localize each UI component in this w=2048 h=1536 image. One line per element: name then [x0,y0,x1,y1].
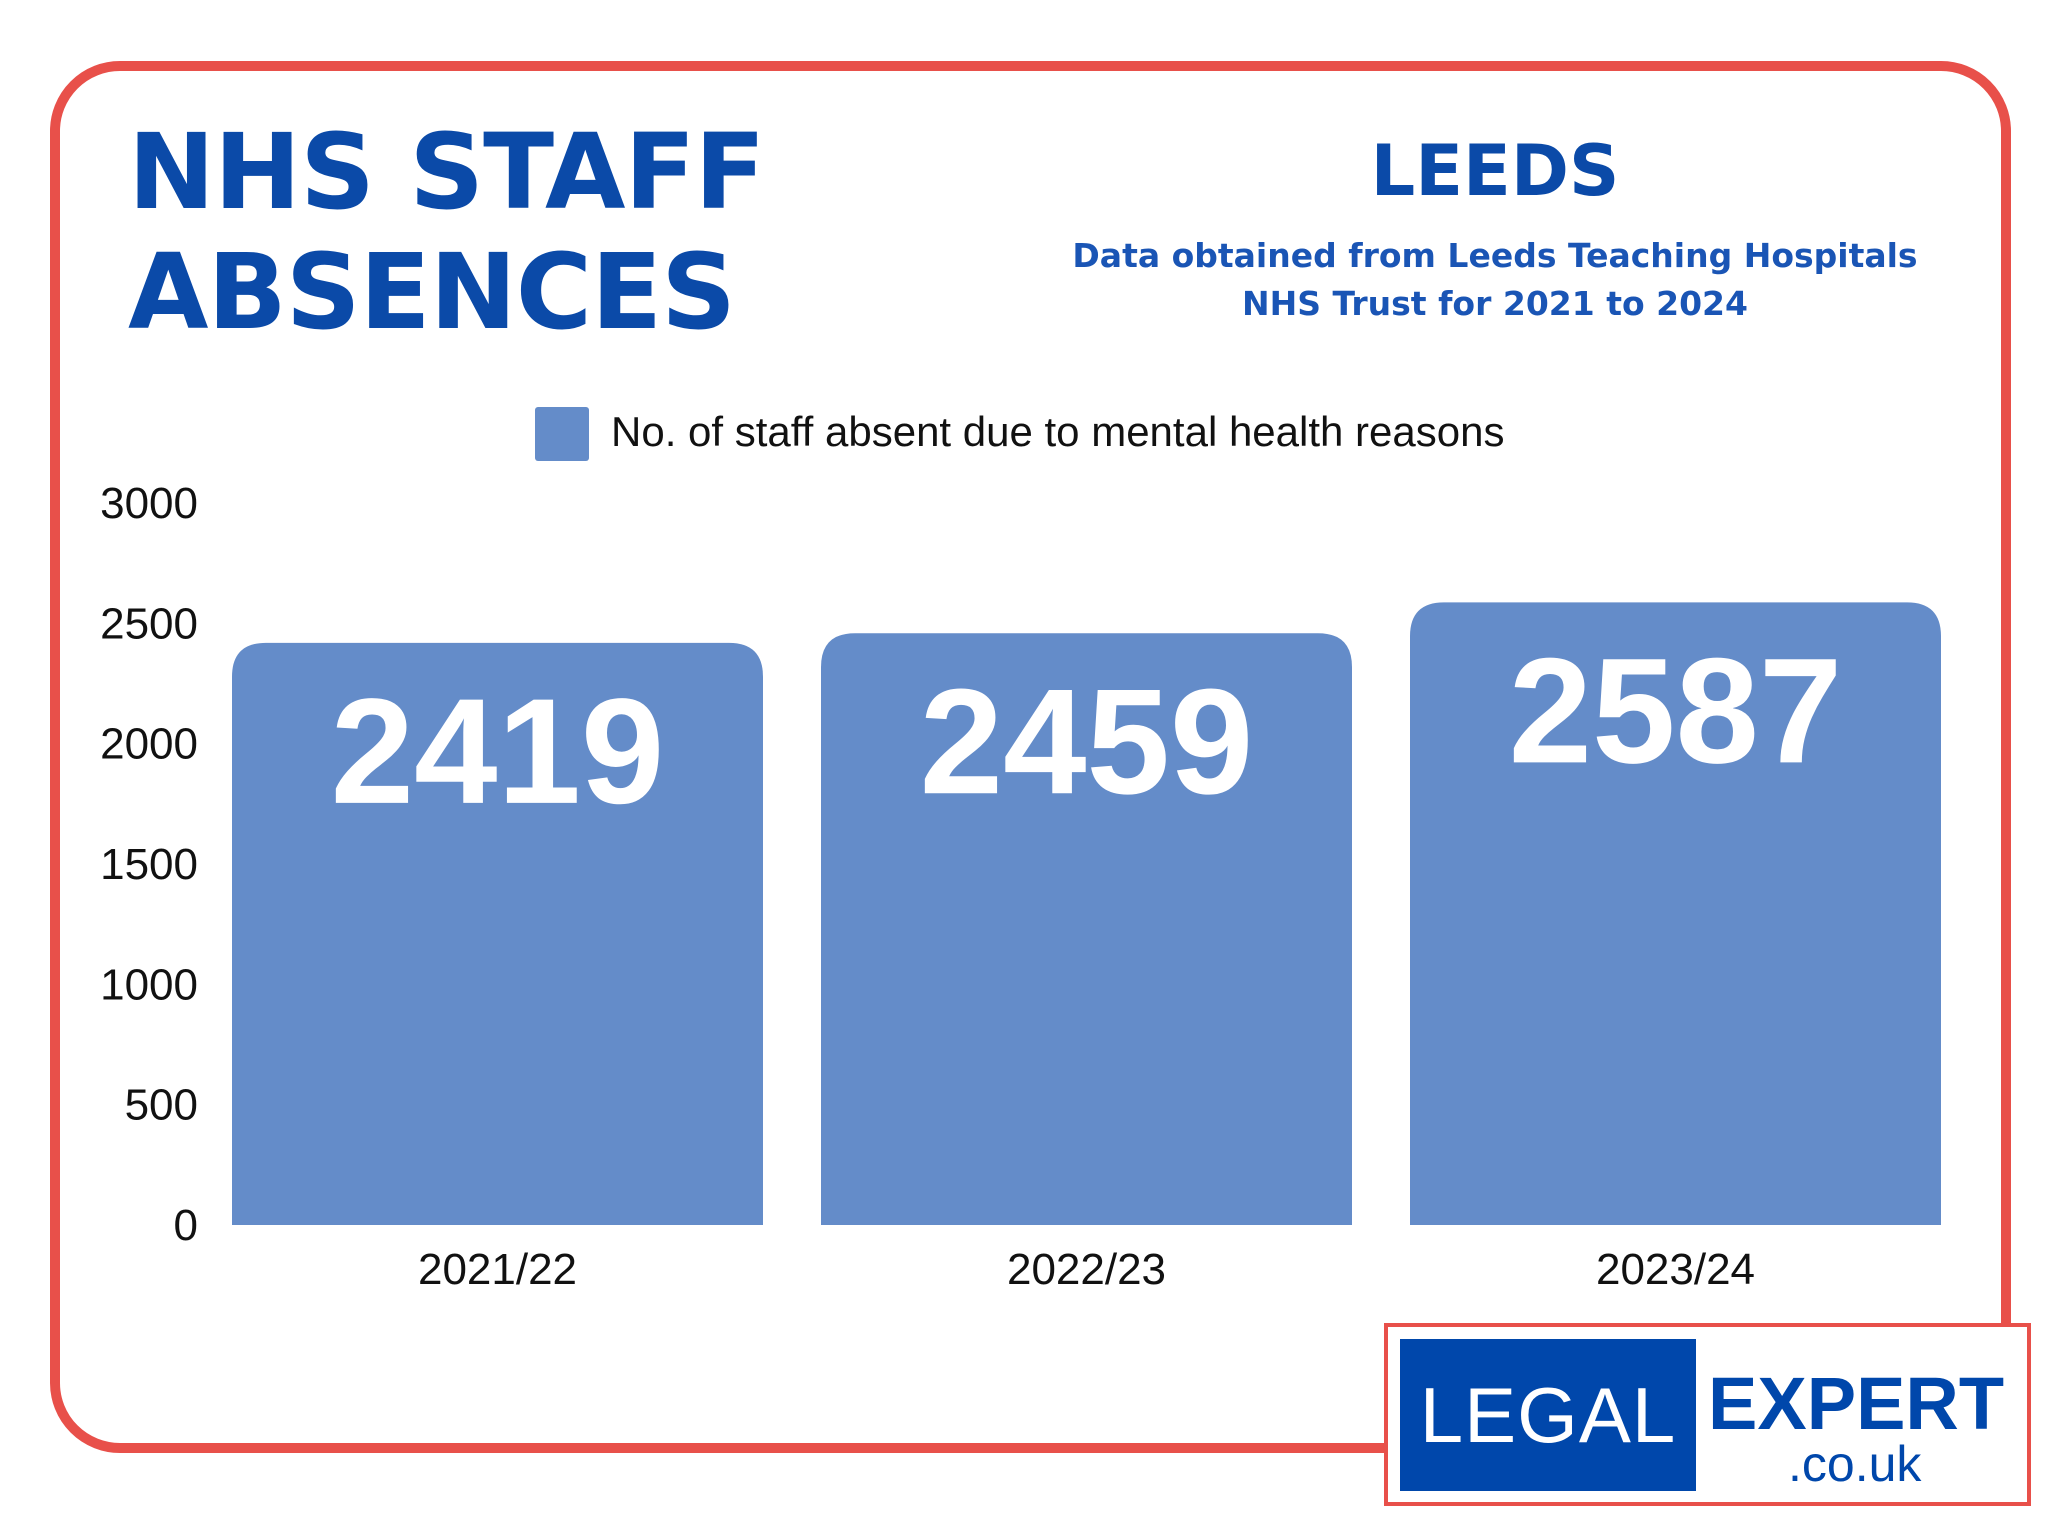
legend-label: No. of staff absent due to mental health… [611,408,1505,455]
x-tick-label: 2021/22 [418,1245,577,1294]
bar [1410,602,1941,1225]
logo-domain-text: .co.uk [1788,1436,1922,1492]
x-tick-label: 2023/24 [1596,1245,1755,1294]
y-tick-label: 3000 [100,479,198,528]
data-source-subtitle: Data obtained from Leeds Teaching Hospit… [1072,236,1918,323]
data-label: 2419 [331,667,665,835]
y-tick-label: 0 [174,1201,198,1250]
legend-swatch [535,407,589,461]
y-tick-label: 2000 [100,720,198,769]
y-tick-label: 1500 [100,840,198,889]
page-title-line1: NHS STAFF [128,111,766,233]
data-label: 2587 [1509,626,1843,794]
data-label: 2459 [920,657,1254,825]
bar [232,642,763,1225]
legal-expert-logo: LEGAL EXPERT .co.uk [1384,1323,2031,1506]
bar [821,633,1352,1225]
page-title-line2: ABSENCES [128,231,736,353]
x-tick-label: 2022/23 [1007,1245,1166,1294]
city-heading: LEEDS [1370,130,1620,212]
y-tick-label: 2500 [100,599,198,648]
infographic-frame [50,61,2011,1453]
y-tick-label: 1000 [100,960,198,1009]
logo-legal-text: LEGAL [1400,1339,1696,1491]
logo-expert-text: EXPERT [1708,1362,2005,1445]
y-tick-label: 500 [125,1081,198,1130]
